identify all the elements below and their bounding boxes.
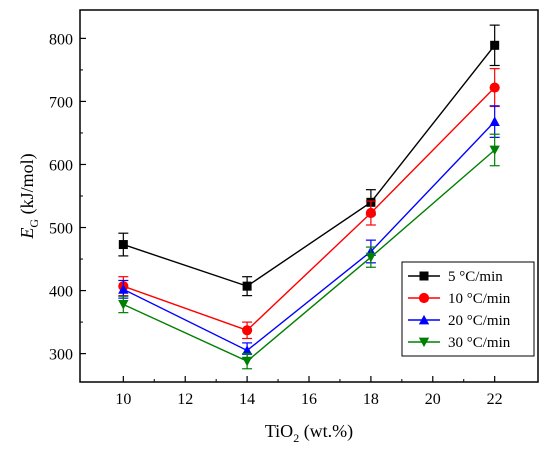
x-tick-label: 12 [177, 391, 193, 408]
data-point [489, 145, 500, 156]
y-axis-label: EG (kJ/mol) [17, 153, 41, 239]
y-axis-label-rest: (kJ/mol) [17, 153, 38, 219]
series-line [123, 149, 496, 363]
series-1 [118, 24, 500, 297]
data-point [241, 345, 253, 355]
data-point [242, 281, 252, 291]
x-axis-label-main: TiO [265, 421, 293, 441]
y-axis-label-main: E [17, 228, 37, 240]
data-point [118, 300, 129, 310]
y-axis-label-sub: G [27, 219, 41, 228]
axis-ticks: 10 12 14 16 18 20 22 300 400 500 600 700 800 [49, 31, 503, 408]
y-tick-label: 800 [49, 31, 73, 48]
x-tick-label: 10 [115, 391, 131, 408]
series-line [123, 121, 496, 352]
legend-marker [418, 314, 430, 325]
x-axis-label-sub: 2 [293, 431, 299, 445]
legend-label: 30 °C/min [448, 335, 511, 351]
series-4 [118, 133, 500, 370]
legend-marker [419, 271, 429, 281]
series-2 [118, 68, 500, 340]
y-tick-label: 300 [49, 347, 73, 364]
x-axis-label: TiO2 (wt.%) [265, 421, 353, 445]
data-point [241, 356, 253, 367]
legend-label: 5 °C/min [448, 269, 503, 285]
legend: 5 °C/min 10 °C/min 20 °C/min 30 °C/min [401, 261, 535, 357]
legend-marker [418, 337, 430, 348]
data-point [365, 207, 376, 219]
data-point [365, 252, 377, 263]
series-layer [118, 24, 500, 370]
x-tick-label: 14 [239, 391, 255, 408]
x-axis-label-rest: (wt.%) [299, 421, 353, 442]
data-point [242, 325, 253, 336]
y-tick-label: 600 [49, 157, 73, 174]
series-line [123, 44, 496, 287]
x-tick-label: 16 [301, 391, 317, 408]
x-tick-label: 22 [487, 391, 503, 408]
data-point [490, 40, 500, 50]
data-point [489, 82, 500, 93]
x-tick-label: 20 [425, 391, 441, 408]
y-tick-label: 400 [49, 284, 73, 301]
data-point [118, 240, 128, 250]
y-tick-label: 500 [49, 221, 73, 238]
x-tick-label: 18 [363, 391, 379, 408]
data-point [118, 284, 129, 294]
data-point [489, 116, 500, 126]
legend-label: 10 °C/min [448, 291, 511, 307]
legend-marker [418, 292, 430, 304]
legend-label: 20 °C/min [448, 313, 511, 329]
series-line [123, 87, 496, 332]
y-tick-label: 700 [49, 94, 73, 111]
